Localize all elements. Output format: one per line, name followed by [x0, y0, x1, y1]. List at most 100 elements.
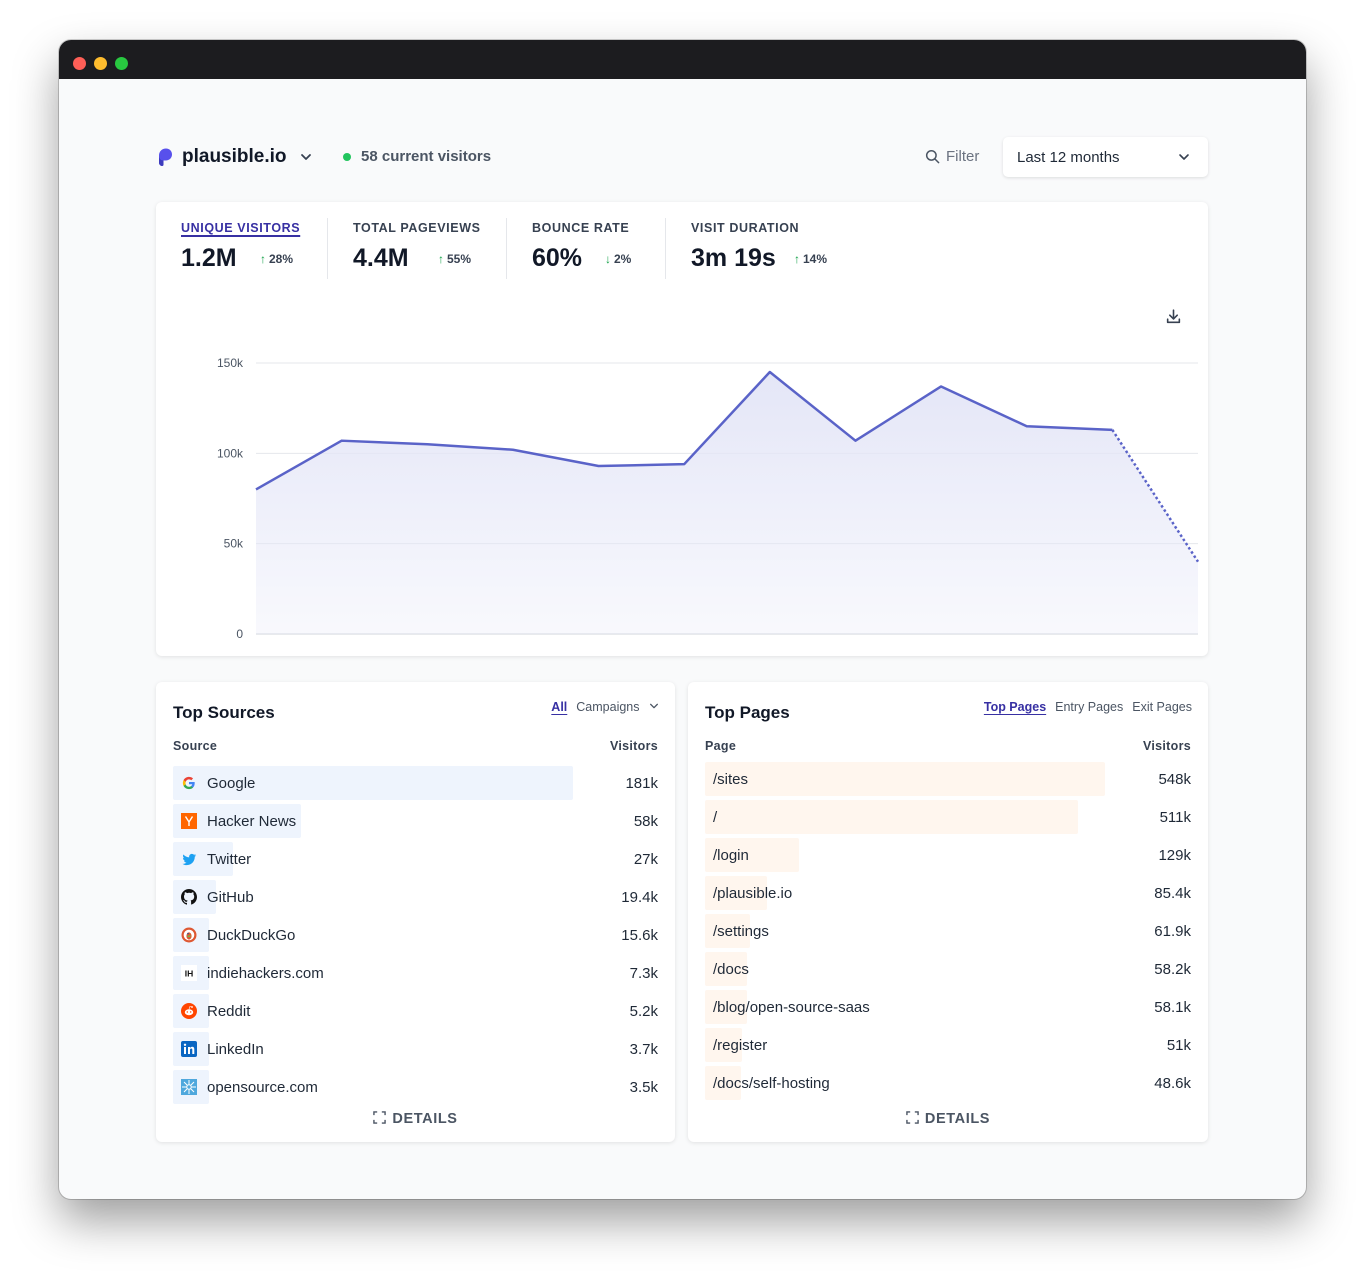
source-label: DuckDuckGo [173, 916, 295, 954]
tab-top-pages[interactable]: Top Pages [983, 700, 1047, 714]
hacker-news-icon [181, 813, 197, 829]
page-row[interactable]: /sites 548k [705, 760, 1191, 798]
top-pages-card: Top Pages Top Pages Entry Pages Exit Pag… [688, 682, 1208, 1142]
svg-text:IH: IH [185, 968, 194, 978]
source-row[interactable]: Twitter 27k [173, 840, 658, 878]
duckduckgo-icon [181, 927, 197, 943]
source-visitors: 58k [633, 812, 658, 830]
page-row[interactable]: /docs 58.2k [705, 950, 1191, 988]
page-label: /register [713, 1036, 768, 1054]
chevron-down-icon [650, 703, 658, 709]
chevron-down-icon [300, 154, 311, 160]
tab-campaigns[interactable]: Campaigns [576, 700, 659, 714]
top-sources-card: Top Sources All Campaigns Source Visitor… [156, 682, 675, 1142]
page-visitors: 548k [1158, 770, 1191, 788]
page-visitors: 511k [1159, 808, 1191, 826]
metric-divider [327, 218, 328, 279]
page-label: / [713, 808, 718, 826]
page-row[interactable]: /docs/self-hosting 48.6k [705, 1064, 1191, 1102]
page-bar [705, 914, 751, 948]
source-visitors: 15.6k [621, 926, 658, 944]
source-label: Twitter [173, 840, 251, 878]
metric-value: 4.4M [353, 244, 409, 272]
filter-label: Filter [946, 148, 980, 165]
source-bar [173, 842, 233, 876]
tab-all[interactable]: All [551, 700, 568, 714]
page-visitors: 51k [1166, 1036, 1191, 1054]
metric-change: ↑ 55% [438, 252, 472, 266]
expand-icon [906, 1111, 919, 1124]
tab-entry-pages[interactable]: Entry Pages [1055, 700, 1124, 714]
period-select[interactable]: Last 12 months [1003, 137, 1208, 177]
source-label: opensource.com [173, 1068, 318, 1106]
source-row[interactable]: LinkedIn 3.7k [173, 1030, 658, 1068]
current-visitors[interactable]: 58 current visitors [343, 148, 491, 165]
arrow-up-icon: ↑ [794, 252, 800, 266]
page-row[interactable]: /settings 61.9k [705, 912, 1191, 950]
source-row[interactable]: DuckDuckGo 15.6k [173, 916, 658, 954]
y-tick-label: 0 [236, 627, 243, 641]
source-row[interactable]: IH indiehackers.com 7.3k [173, 954, 658, 992]
page-visitors: 85.4k [1154, 884, 1191, 902]
source-row[interactable]: Google 181k [173, 764, 658, 802]
source-visitors: 7.3k [629, 964, 658, 982]
source-row[interactable]: GitHub 19.4k [173, 878, 658, 916]
browser-window: plausible.io 58 current visitors Filter … [59, 40, 1306, 1199]
source-row[interactable]: Reddit 5.2k [173, 992, 658, 1030]
metric-change: ↓ 2% [605, 252, 632, 266]
source-label: IH indiehackers.com [173, 954, 324, 992]
source-visitors: 19.4k [621, 888, 658, 906]
tab-exit-pages[interactable]: Exit Pages [1132, 700, 1192, 714]
close-window-icon[interactable] [73, 57, 86, 70]
top-pages-title: Top Pages [705, 703, 790, 722]
github-icon [181, 889, 197, 905]
page-label: /docs [713, 960, 749, 978]
page-bar [705, 952, 748, 986]
site-picker[interactable]: plausible.io [157, 146, 312, 168]
google-icon [181, 775, 197, 791]
page-label: /settings [713, 922, 769, 940]
sources-tabs: All Campaigns [542, 700, 659, 714]
page-bar [705, 800, 1078, 834]
y-tick-label: 100k [217, 446, 244, 460]
top-sources-title: Top Sources [173, 703, 275, 722]
opensource-icon [181, 1079, 197, 1095]
indiehackers-icon: IH [181, 965, 197, 981]
page-row[interactable]: /register 51k [705, 1026, 1191, 1064]
arrow-up-icon: ↑ [260, 252, 266, 266]
metric-value: 3m 19s [691, 244, 776, 272]
page-bar [705, 1066, 741, 1100]
linkedin-icon [181, 1041, 197, 1057]
filter-button[interactable]: Filter [925, 148, 979, 165]
metric-change: ↑ 14% [794, 252, 828, 266]
source-label: LinkedIn [173, 1030, 264, 1068]
metric-label: TOTAL PAGEVIEWS [353, 221, 481, 235]
arrow-down-icon: ↓ [605, 252, 611, 266]
page-bar [705, 838, 800, 872]
download-icon[interactable] [1165, 308, 1182, 325]
page-row[interactable]: /login 129k [705, 836, 1191, 874]
x-tick-label: December [217, 655, 274, 656]
source-label: Hacker News [173, 802, 296, 840]
visitors-chart: 050k100k150kDecemberFebruaryAprilJuneAug… [217, 356, 1200, 656]
page-row[interactable]: / 511k [705, 798, 1191, 836]
page-label: /login [713, 846, 749, 864]
page-row[interactable]: /blog/open-source-saas 58.1k [705, 988, 1191, 1026]
maximize-window-icon[interactable] [115, 57, 128, 70]
search-icon [925, 149, 940, 164]
chart-series-line [255, 370, 1113, 491]
metric-label: VISIT DURATION [691, 221, 800, 235]
minimize-window-icon[interactable] [94, 57, 107, 70]
source-row[interactable]: opensource.com 3.5k [173, 1068, 658, 1106]
source-label: Reddit [173, 992, 250, 1030]
source-row[interactable]: Hacker News 58k [173, 802, 658, 840]
page-label: /blog/open-source-saas [713, 998, 870, 1016]
pages-details-button[interactable]: DETAILS [688, 1111, 1208, 1127]
page-visitors: 61.9k [1154, 922, 1191, 940]
source-visitors: 181k [625, 774, 658, 792]
sources-details-button[interactable]: DETAILS [156, 1111, 675, 1127]
page-row[interactable]: /plausible.io 85.4k [705, 874, 1191, 912]
page-visitors: 58.2k [1154, 960, 1191, 978]
y-tick-label: 150k [217, 356, 244, 370]
chart-area [256, 372, 1198, 634]
